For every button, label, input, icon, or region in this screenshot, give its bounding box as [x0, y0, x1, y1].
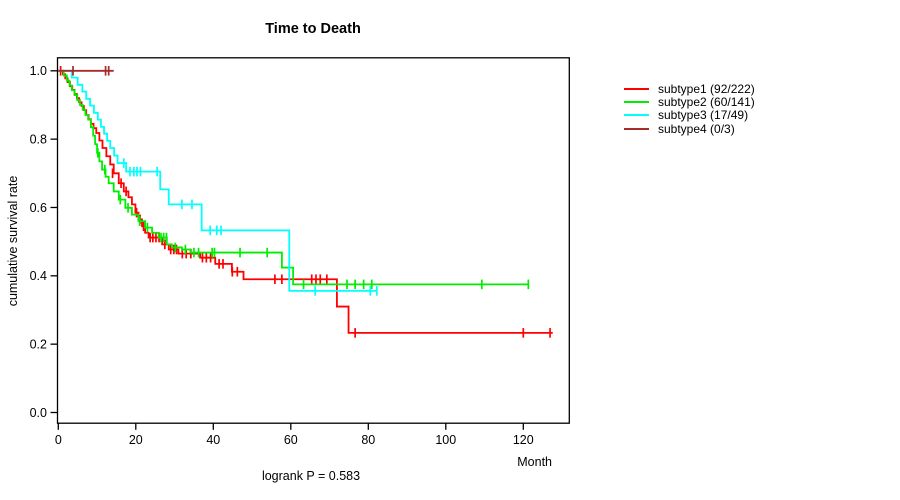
curve-subtype2: [58, 69, 529, 286]
legend-color-line-subtype4: [624, 127, 649, 130]
legend-color-line-subtype3: [624, 114, 649, 117]
legend-color-line-subtype1: [624, 87, 649, 90]
x-tick-label: 120: [513, 433, 534, 447]
y-tick-label: 0.0: [30, 406, 47, 420]
x-tick-label: 40: [206, 433, 220, 447]
legend-label-subtype2: subtype2 (60/141): [658, 95, 755, 110]
curve-subtype1: [58, 69, 553, 334]
y-tick-label: 0.6: [30, 201, 47, 215]
x-axis: 0 20 40 60 80 100 120: [55, 423, 534, 447]
y-tick-label: 0.8: [30, 132, 47, 146]
plot-box: [56, 57, 570, 424]
y-axis: 0.0 0.2 0.4 0.6 0.8 1.0: [30, 64, 58, 420]
censor-marks-subtype1: [59, 66, 551, 338]
legend-item-subtype3: subtype3 (17/49): [624, 108, 755, 123]
y-tick-label: 0.4: [30, 269, 47, 283]
censor-marks-subtype3: [122, 158, 378, 296]
legend-label-subtype1: subtype1 (92/222): [658, 81, 755, 96]
x-tick-label: 0: [55, 433, 62, 447]
legend: subtype1 (92/222) subtype2 (60/141) subtyp…: [624, 82, 755, 136]
y-tick-label: 1.0: [30, 64, 47, 78]
legend-label-subtype4: subtype4 (0/3): [658, 121, 735, 136]
censor-marks-subtype4: [72, 66, 110, 76]
y-tick-label: 0.2: [30, 337, 47, 351]
legend-item-subtype2: subtype2 (60/141): [624, 95, 755, 110]
legend-item-subtype1: subtype1 (92/222): [624, 81, 755, 96]
legend-color-line-subtype2: [624, 101, 649, 104]
x-tick-label: 100: [435, 433, 456, 447]
legend-item-subtype4: subtype4 (0/3): [624, 121, 755, 136]
x-tick-label: 20: [129, 433, 143, 447]
legend-label-subtype3: subtype3 (17/49): [658, 108, 749, 123]
x-axis-label: Month: [517, 455, 552, 469]
logrank-annotation: logrank P = 0.583: [261, 469, 361, 483]
x-tick-label: 60: [284, 433, 298, 447]
curve-subtype3: [58, 69, 377, 292]
chart-title: Time to Death: [265, 21, 361, 37]
x-tick-label: 80: [361, 433, 375, 447]
censor-marks-subtype2: [96, 148, 530, 290]
y-axis-label: cumulative survival rate: [6, 175, 20, 307]
